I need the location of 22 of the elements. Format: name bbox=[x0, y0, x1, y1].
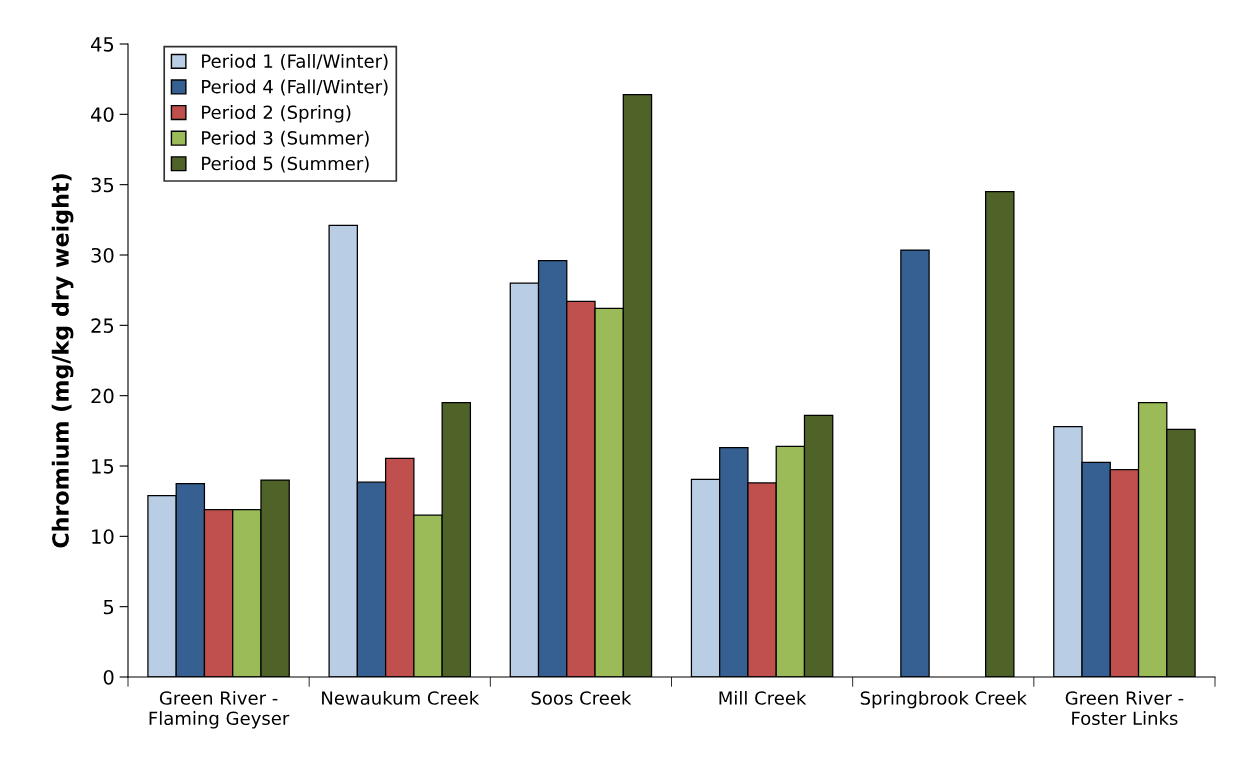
x-tick-label: Green River - Flaming Geyser bbox=[149, 690, 290, 729]
y-tick-label: 5 bbox=[103, 599, 114, 615]
y-axis-title: Chromium (mg/kg dry weight) bbox=[51, 174, 74, 548]
x-tick-label: Soos Creek bbox=[531, 690, 632, 705]
y-tick-label: 20 bbox=[91, 388, 114, 404]
legend-label: Period 3 (Summer) bbox=[202, 130, 369, 147]
x-tick-label: Mill Creek bbox=[719, 690, 807, 705]
y-tick-label: 15 bbox=[92, 459, 114, 474]
y-tick-label: 40 bbox=[91, 107, 114, 122]
y-tick-label: 10 bbox=[92, 529, 114, 544]
y-tick-label: 0 bbox=[103, 669, 114, 685]
x-tick-label: Green River - Foster Links bbox=[1065, 690, 1184, 726]
legend-label: Period 5 (Summer) bbox=[202, 156, 369, 173]
y-tick-label: 35 bbox=[91, 177, 114, 193]
y-tick-label: 30 bbox=[91, 247, 114, 263]
x-tick-label: Newaukum Creek bbox=[322, 690, 480, 705]
y-tick-label: 45 bbox=[91, 37, 114, 52]
legend-label: Period 1 (Fall/Winter) bbox=[202, 53, 388, 71]
legend-label: Period 2 (Spring) bbox=[202, 105, 351, 123]
y-tick-label: 25 bbox=[91, 318, 114, 333]
legend-label: Period 4 (Fall/Winter) bbox=[202, 79, 388, 96]
x-tick-label: Springbrook Creek bbox=[860, 690, 1027, 709]
